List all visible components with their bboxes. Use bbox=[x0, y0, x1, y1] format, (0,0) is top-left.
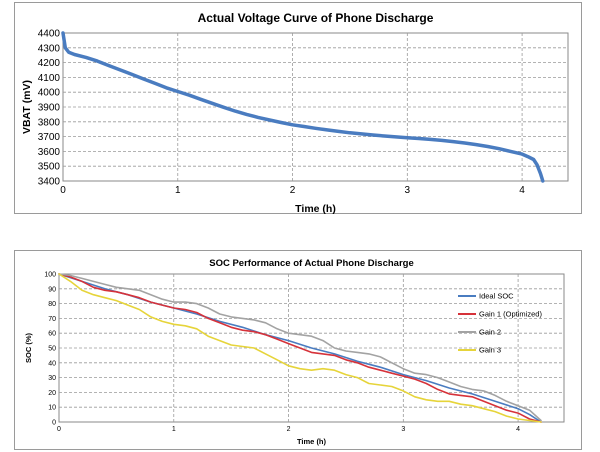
y-axis-label: VBAT (mV) bbox=[21, 80, 33, 134]
x-axis-label: Time (h) bbox=[295, 203, 336, 215]
y-tick-label: 10 bbox=[48, 405, 56, 412]
y-tick-label: 60 bbox=[48, 331, 56, 338]
y-tick-label: 4300 bbox=[38, 43, 61, 54]
y-axis-label: SOC (%) bbox=[24, 332, 33, 363]
y-tick-label: 3600 bbox=[38, 147, 61, 158]
soc-chart-panel: SOC Performance of Actual Phone Discharg… bbox=[14, 250, 582, 450]
y-tick-label: 90 bbox=[48, 286, 56, 293]
series-line-0 bbox=[61, 31, 545, 183]
legend-label-gain-1-optimized: Gain 1 (Optimized) bbox=[479, 310, 542, 319]
y-tick-label: 40 bbox=[48, 360, 56, 367]
legend-label-ideal-soc: Ideal SOC bbox=[479, 292, 514, 301]
x-tick-label: 4 bbox=[516, 426, 520, 433]
x-tick-label: 3 bbox=[401, 426, 405, 433]
y-tick-label: 50 bbox=[48, 345, 56, 352]
voltage-chart: Actual Voltage Curve of Phone Discharge 3… bbox=[21, 11, 569, 215]
chart-title: Actual Voltage Curve of Phone Discharge bbox=[198, 11, 434, 25]
legend-label-gain-3: Gain 3 bbox=[479, 346, 501, 355]
y-tick-label: 70 bbox=[48, 316, 56, 323]
x-axis-label: Time (h) bbox=[297, 437, 327, 446]
voltage-chart-panel: Actual Voltage Curve of Phone Discharge 3… bbox=[14, 2, 582, 215]
y-tick-label: 20 bbox=[48, 390, 56, 397]
x-tick-label: 2 bbox=[290, 185, 296, 196]
x-tick-label: 0 bbox=[60, 185, 66, 196]
chart-title: SOC Performance of Actual Phone Discharg… bbox=[209, 258, 413, 269]
y-tick-label: 4100 bbox=[38, 73, 61, 84]
y-tick-label: 3700 bbox=[38, 132, 61, 143]
y-tick-label: 30 bbox=[48, 375, 56, 382]
y-tick-label: 80 bbox=[48, 301, 56, 308]
y-tick-label: 4200 bbox=[38, 58, 61, 69]
x-tick-label: 2 bbox=[287, 426, 291, 433]
x-tick-label: 0 bbox=[57, 426, 61, 433]
x-tick-label: 1 bbox=[175, 185, 181, 196]
legend-label-gain-2: Gain 2 bbox=[479, 328, 501, 337]
y-tick-label: 3900 bbox=[38, 103, 61, 114]
y-tick-label: 0 bbox=[52, 419, 56, 426]
series-line-gain-1-optimized bbox=[58, 273, 542, 423]
soc-chart: SOC Performance of Actual Phone Discharg… bbox=[24, 258, 565, 446]
x-tick-label: 4 bbox=[519, 185, 525, 196]
series-line-gain-3 bbox=[58, 273, 542, 423]
y-tick-label: 3400 bbox=[38, 177, 61, 188]
y-tick-label: 100 bbox=[44, 271, 56, 278]
y-tick-label: 4400 bbox=[38, 29, 61, 40]
y-tick-label: 3800 bbox=[38, 117, 61, 128]
x-tick-label: 1 bbox=[172, 426, 176, 433]
x-tick-label: 3 bbox=[405, 185, 411, 196]
series-line-gain-2 bbox=[58, 273, 542, 422]
y-tick-label: 3500 bbox=[38, 162, 61, 173]
y-tick-label: 4000 bbox=[38, 88, 61, 99]
